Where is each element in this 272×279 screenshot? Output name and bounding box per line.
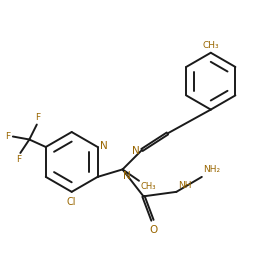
Text: Cl: Cl [66,197,76,207]
Text: N: N [123,171,131,181]
Text: N: N [100,141,108,151]
Text: NH₂: NH₂ [203,165,220,174]
Text: CH₃: CH₃ [202,41,219,50]
Text: CH₃: CH₃ [140,182,156,191]
Text: N: N [132,146,140,156]
Text: F: F [35,113,40,122]
Text: O: O [150,225,158,235]
Text: F: F [16,155,21,164]
Text: NH: NH [178,181,191,190]
Text: F: F [5,132,11,141]
